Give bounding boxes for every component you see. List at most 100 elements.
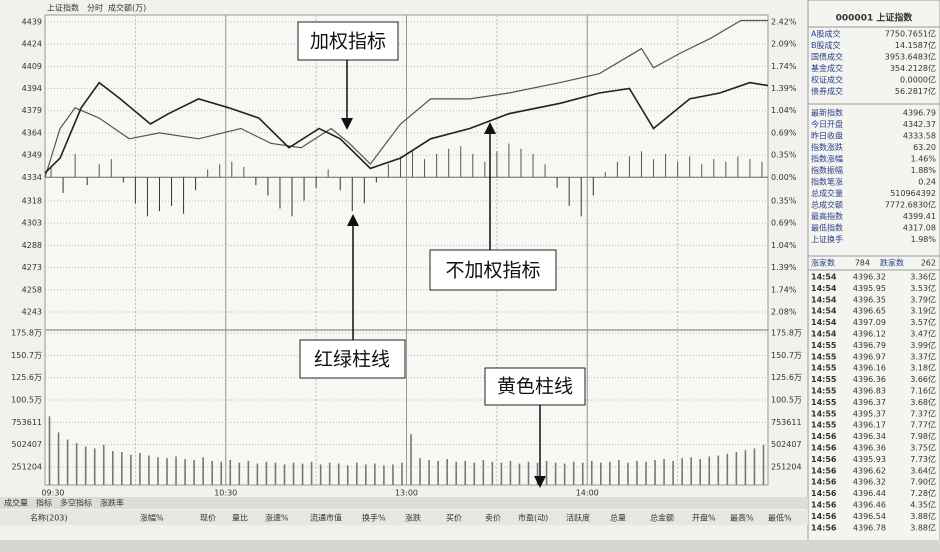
quote-label: 国债成交 — [811, 52, 843, 62]
tick-price: 4396.34 — [853, 432, 886, 441]
tick-volume: 3.53亿 — [910, 283, 936, 293]
y-tick-label: 4364 — [22, 128, 42, 137]
breadth: 784 — [855, 259, 870, 268]
pct-label: 1.39% — [771, 263, 797, 272]
tick-price: 4396.83 — [853, 387, 886, 396]
quote-value: 4342.37 — [903, 120, 936, 129]
tick-time: 14:54 — [811, 273, 837, 282]
tick-volume: 7.28亿 — [910, 488, 936, 498]
tick-time: 14:56 — [811, 478, 837, 487]
column-header[interactable]: 最低% — [768, 513, 792, 523]
tick-time: 14:55 — [811, 409, 837, 418]
pct-label: 0.69% — [771, 219, 797, 228]
tick-volume: 3.47亿 — [910, 329, 936, 339]
pct-label: 1.74% — [771, 62, 797, 71]
column-header[interactable]: 涨速% — [265, 513, 289, 523]
tick-price: 4396.54 — [853, 512, 886, 521]
column-header[interactable]: 名称(203) — [30, 513, 68, 523]
pct-label: 0.35% — [771, 196, 797, 205]
tick-volume: 7.73亿 — [910, 454, 936, 464]
tick-volume: 3.88亿 — [910, 511, 936, 521]
column-header[interactable]: 现价 — [200, 514, 216, 523]
vol-tick-label: 175.8万 — [771, 328, 802, 337]
y-tick-label: 4379 — [22, 106, 42, 115]
tick-price: 4396.36 — [853, 444, 886, 453]
column-header[interactable]: 量比 — [232, 513, 248, 523]
vol-tick-label: 753611 — [771, 418, 802, 427]
column-header[interactable]: 最高% — [730, 513, 754, 523]
quote-value: 510964392 — [890, 189, 936, 198]
column-header[interactable]: 换手% — [362, 513, 386, 523]
column-header[interactable]: 活跃度 — [566, 513, 590, 523]
tab[interactable]: 指标 — [36, 498, 52, 508]
tick-volume: 7.16亿 — [910, 386, 936, 396]
quote-label: 债券成交 — [811, 86, 843, 96]
tick-volume: 3.36亿 — [910, 272, 936, 282]
tick-time: 14:55 — [811, 341, 837, 350]
quote-label: 指数涨幅 — [811, 154, 843, 164]
pct-label: 0.35% — [771, 151, 797, 160]
column-header[interactable]: 总金额 — [650, 513, 674, 523]
y-tick-label: 4424 — [22, 40, 42, 49]
breadth: 涨家数 — [811, 258, 835, 268]
column-header[interactable]: 流通市值 — [310, 513, 342, 523]
column-header[interactable]: 涨幅% — [140, 513, 164, 523]
tick-time: 14:55 — [811, 398, 837, 407]
quote-label: 总成交额 — [811, 200, 843, 210]
tick-time: 14:56 — [811, 466, 837, 475]
quote-label: 总成交量 — [811, 188, 843, 198]
tick-volume: 3.75亿 — [910, 443, 936, 453]
tick-price: 4395.93 — [853, 455, 886, 464]
tick-time: 14:55 — [811, 387, 837, 396]
vol-tick-label: 125.6万 — [11, 373, 42, 382]
tick-volume: 3.18亿 — [910, 363, 936, 373]
tick-volume: 4.35亿 — [910, 500, 936, 510]
tick-time: 14:56 — [811, 444, 837, 453]
column-header[interactable]: 买价 — [446, 514, 462, 523]
tick-price: 4396.16 — [853, 364, 886, 373]
column-header[interactable]: 市盈(动) — [518, 513, 548, 523]
vol-tick-label: 502407 — [771, 440, 802, 449]
tick-price: 4397.09 — [853, 318, 886, 327]
pct-label: 1.39% — [771, 84, 797, 93]
quote-value: 1.98% — [911, 235, 937, 244]
quote-label: 最新指数 — [811, 108, 843, 118]
column-header[interactable]: 卖价 — [485, 514, 501, 523]
quote-label: 指数笔涨 — [811, 177, 843, 187]
tab[interactable]: 多空指标 — [60, 498, 92, 508]
tick-volume: 3.66亿 — [910, 374, 936, 384]
column-header[interactable]: 总量 — [610, 513, 626, 523]
tick-time: 14:56 — [811, 512, 837, 521]
tab[interactable]: 涨跌率 — [100, 498, 124, 508]
tick-price: 4396.12 — [853, 330, 886, 339]
tick-time: 14:56 — [811, 489, 837, 498]
tick-time: 14:54 — [811, 307, 837, 316]
tick-volume: 3.37亿 — [910, 351, 936, 361]
quote-value: 4396.79 — [903, 109, 936, 118]
annotation-box — [484, 367, 586, 406]
quote-label: A股成交 — [811, 29, 840, 39]
quote-value: 0.24 — [918, 178, 936, 187]
pct-label: 2.42% — [771, 17, 797, 26]
pct-label: 1.04% — [771, 106, 797, 115]
tick-volume: 7.90亿 — [910, 477, 936, 487]
annotation: 不加权指标 — [445, 260, 540, 282]
tick-volume: 3.88亿 — [910, 522, 936, 532]
tick-price: 4396.17 — [853, 421, 886, 430]
tick-time: 14:54 — [811, 284, 837, 293]
tick-price: 4396.46 — [853, 501, 886, 510]
quote-title: 000001 上证指数 — [836, 12, 914, 24]
tick-volume: 3.79亿 — [910, 294, 936, 304]
column-header[interactable]: 开盘% — [692, 513, 716, 523]
tick-volume: 7.98亿 — [910, 431, 936, 441]
quote-label: 最高指数 — [811, 211, 843, 221]
column-header[interactable]: 涨跌 — [405, 513, 421, 523]
tick-volume: 3.19亿 — [910, 306, 936, 316]
tick-time: 14:56 — [811, 432, 837, 441]
x-tick-label: 09:30 — [41, 489, 64, 498]
tab[interactable]: 成交量 — [4, 498, 28, 508]
y-tick-label: 4334 — [22, 173, 42, 182]
vol-tick-label: 502407 — [11, 440, 42, 449]
quote-value: 354.2128亿 — [890, 63, 936, 73]
